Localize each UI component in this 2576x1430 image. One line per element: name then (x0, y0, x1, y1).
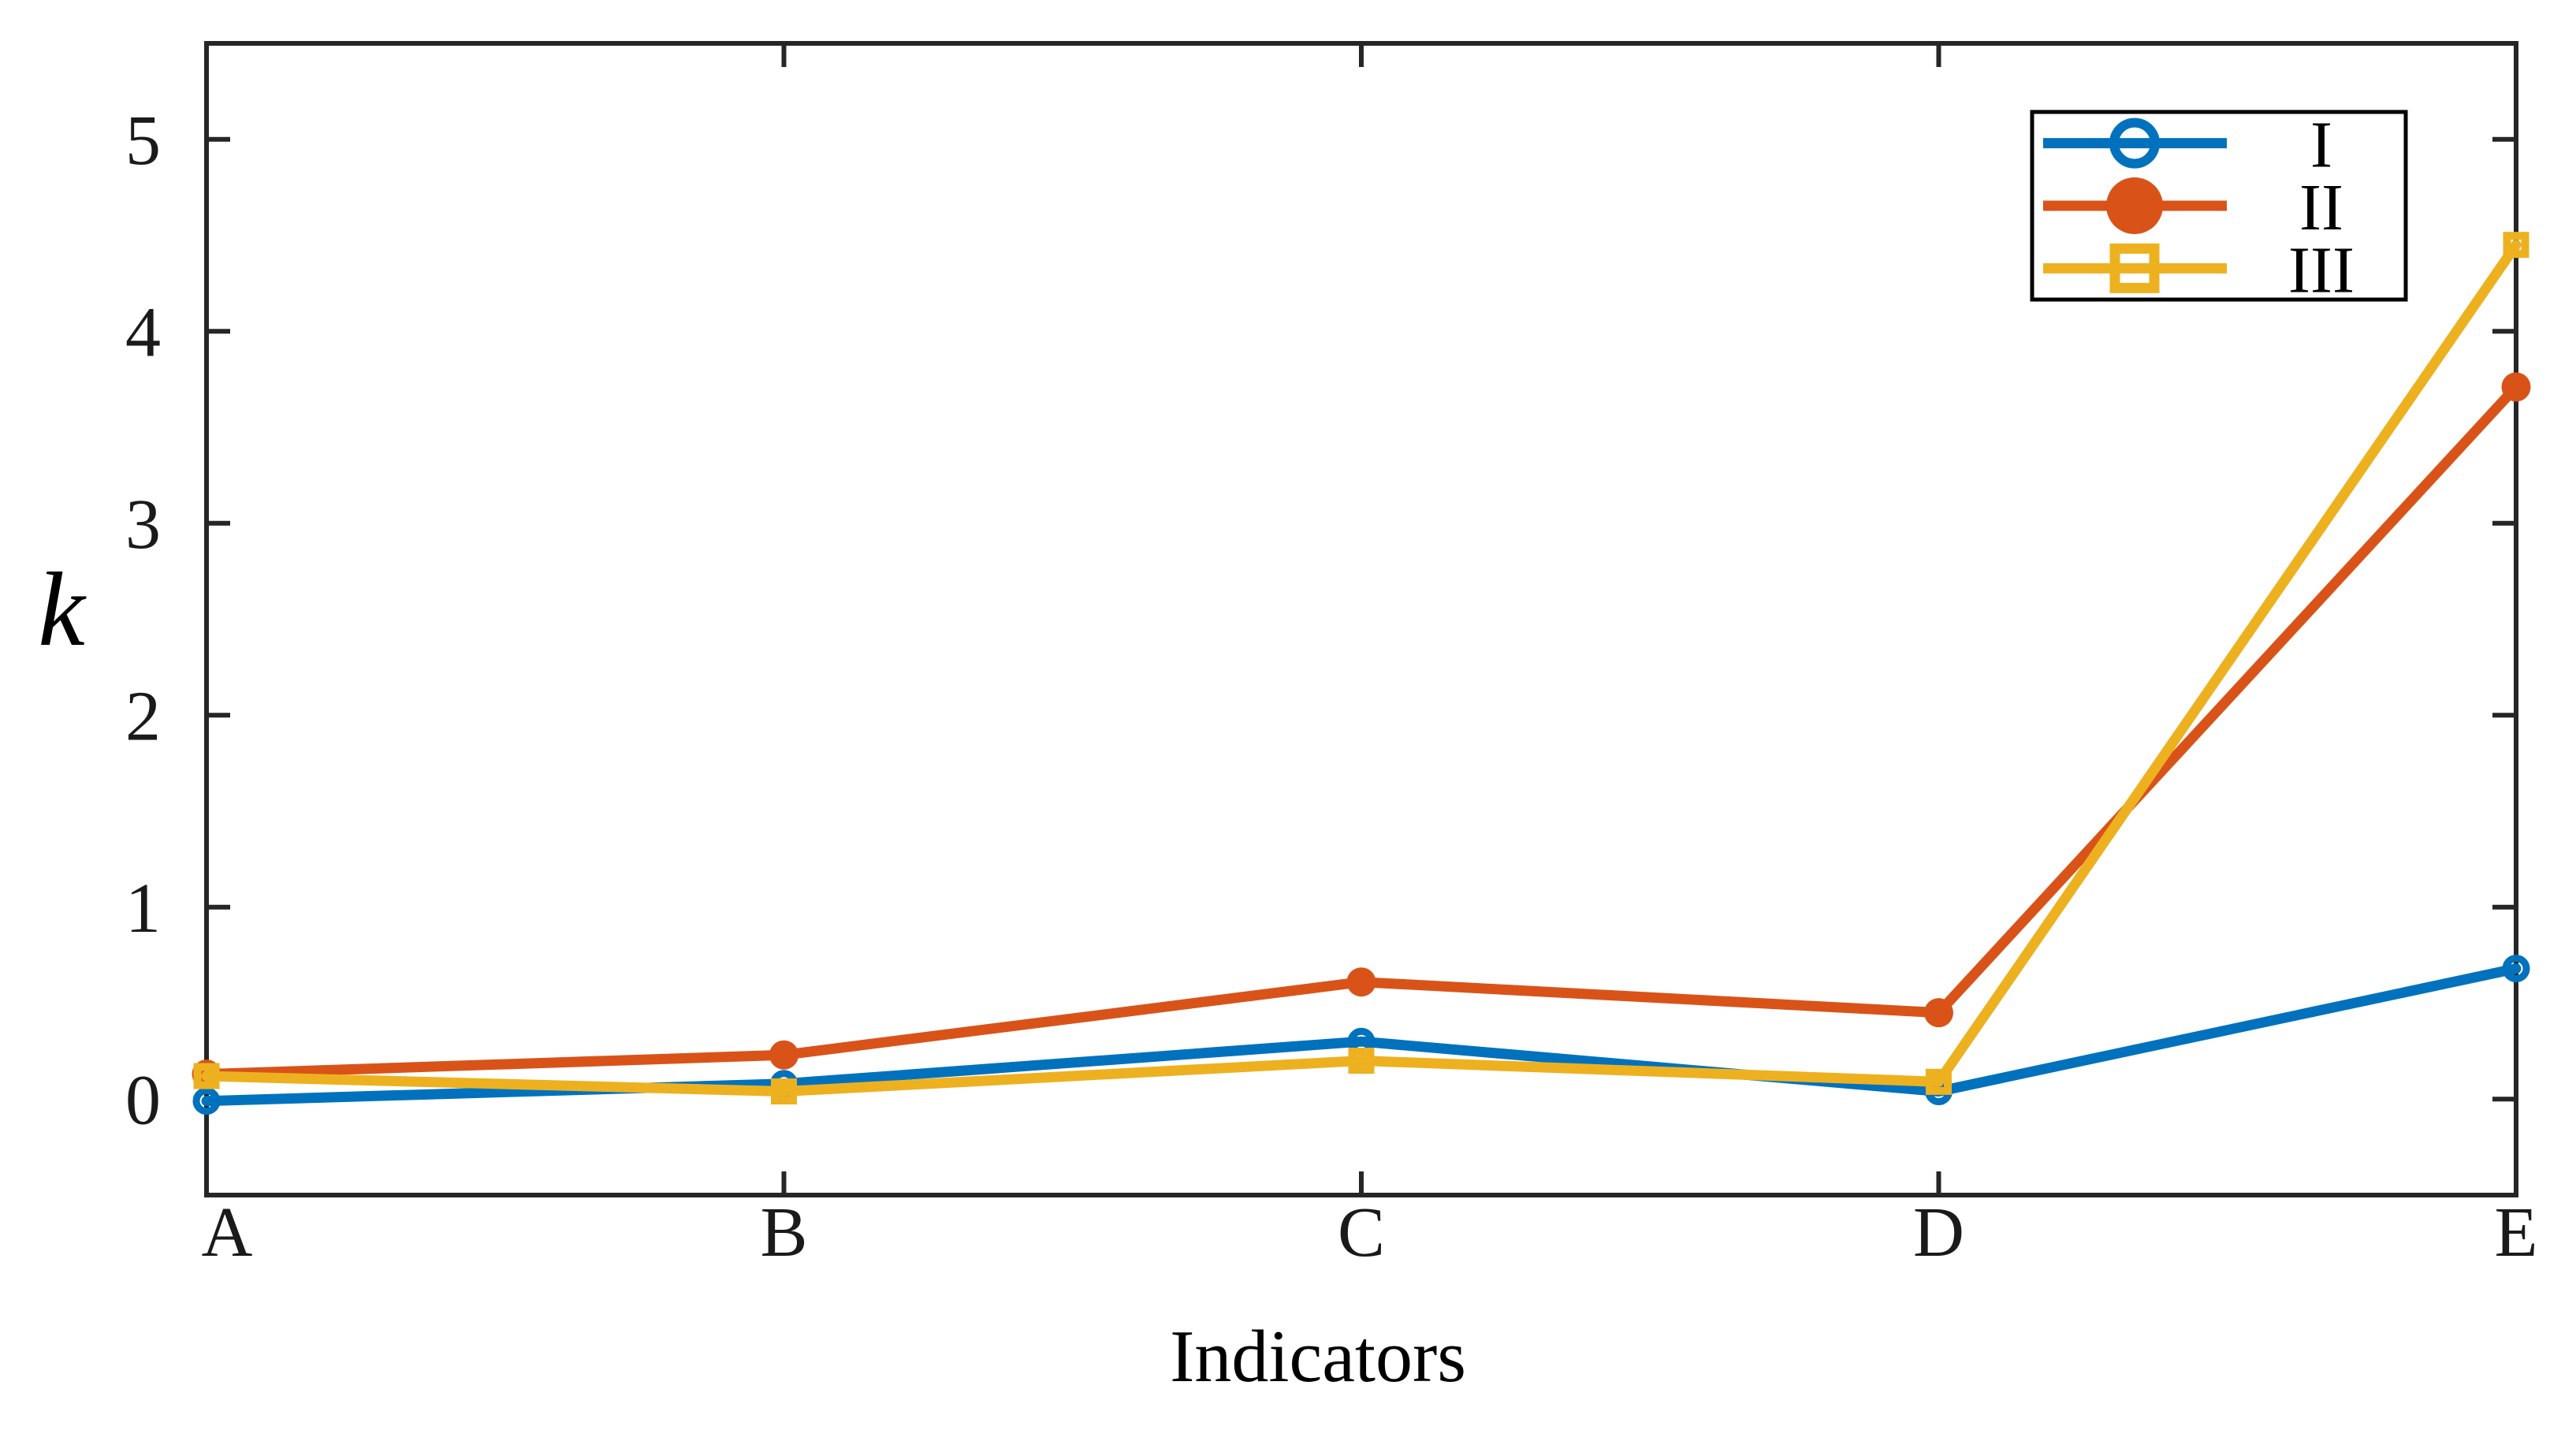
series-I-open-circle-marker (192, 1087, 221, 1115)
y-tick-label: 3 (125, 486, 161, 564)
legend-III-open-square-marker (2109, 243, 2160, 293)
series-III-open-square-marker (1348, 1048, 1375, 1074)
y-tick-label: 4 (125, 293, 161, 371)
series-II-filled-circle-marker (1924, 998, 1953, 1028)
x-tick-label: D (1913, 1194, 1964, 1272)
series-II-filled-circle-marker (1346, 967, 1376, 997)
legend-label-III: III (2288, 233, 2355, 307)
legend-label-II: II (2299, 171, 2343, 244)
x-tick-label: C (1338, 1194, 1385, 1272)
y-axis-label: k (38, 551, 87, 668)
series-III-open-square-marker (771, 1078, 797, 1105)
series-III-open-square-marker (193, 1063, 220, 1089)
legend-I-open-circle-marker (2109, 117, 2160, 169)
series-III-open-square-marker (1926, 1068, 1952, 1095)
x-tick-label: E (2495, 1194, 2538, 1272)
series-I-open-circle-marker (2502, 955, 2530, 983)
y-tick-label: 2 (125, 677, 161, 755)
series-II-filled-circle-marker (769, 1040, 798, 1070)
x-axis-label: Indicators (1170, 1316, 1466, 1398)
x-tick-label: B (760, 1194, 807, 1272)
legend-II-filled-circle-marker (2106, 177, 2163, 234)
legend-label-I: I (2310, 109, 2332, 182)
y-tick-label: 1 (125, 870, 161, 948)
y-tick-label: 0 (125, 1061, 161, 1139)
series-II-filled-circle-marker (2501, 372, 2531, 402)
y-tick-label: 5 (125, 102, 161, 180)
x-tick-label: A (202, 1194, 253, 1272)
series-III-line (201, 240, 2522, 1097)
series-III-open-square-marker (2503, 232, 2529, 259)
